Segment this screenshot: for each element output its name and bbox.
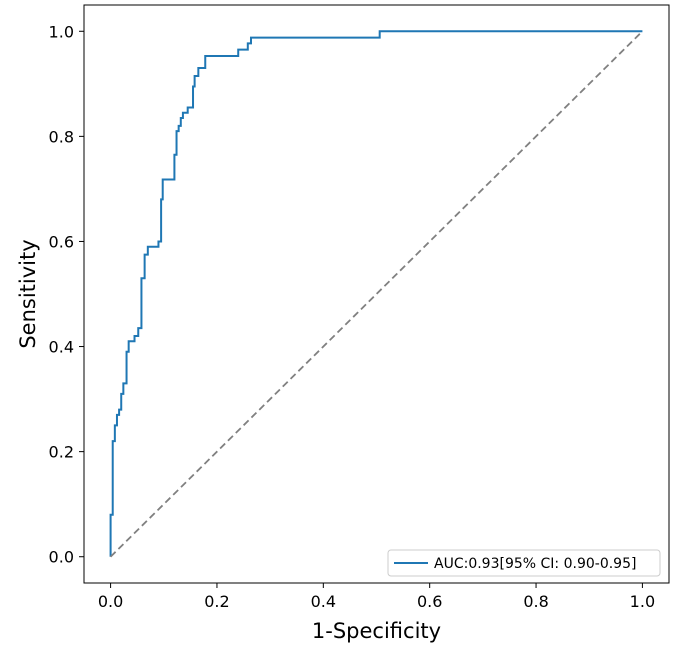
roc-curve-line (109, 30, 643, 557)
series-layer (109, 30, 644, 558)
y-tick-label: 0.0 (49, 548, 74, 567)
legend-box (387, 549, 661, 577)
y-axis-label: Sensitivity (16, 239, 40, 348)
x-tick-label: 0.4 (311, 592, 336, 611)
y-tick-label: 0.2 (49, 443, 74, 462)
reference-diagonal-line (109, 30, 644, 558)
legend-label: AUC:0.93[95% CI: 0.90-0.95] (434, 556, 636, 572)
plot-frame (83, 4, 670, 584)
y-tick-label: 0.8 (49, 127, 74, 146)
legend: AUC:0.93[95% CI: 0.90-0.95] (387, 549, 661, 577)
x-tick-label: 0.6 (417, 592, 442, 611)
x-tick-label: 0.8 (523, 592, 548, 611)
y-tick-label: 0.4 (49, 338, 74, 357)
x-tick-label: 0.0 (98, 592, 123, 611)
y-tick-label: 1.0 (49, 22, 74, 41)
ticks-layer: 0.0 0.2 0.4 0.6 0.8 1.0 0.0 0.2 0.4 0.6 0.8 1.0 (49, 22, 656, 611)
y-tick-label: 0.6 (49, 232, 74, 251)
x-tick-label: 1.0 (630, 592, 655, 611)
x-axis-label: 1-Specificity (312, 619, 441, 643)
x-tick-label: 0.2 (204, 592, 229, 611)
